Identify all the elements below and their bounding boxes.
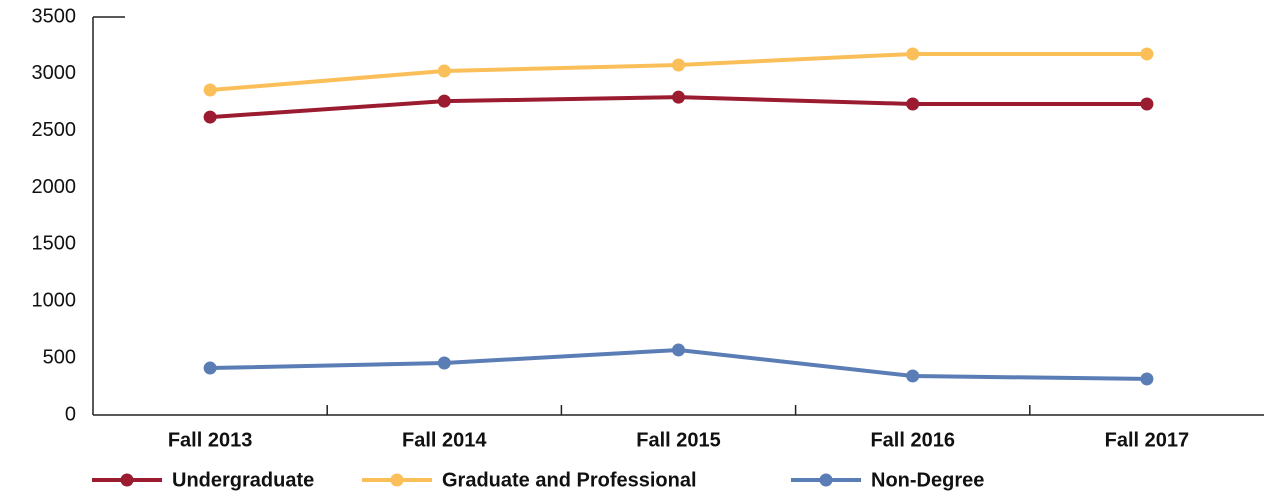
point — [203, 361, 217, 375]
point — [203, 83, 217, 97]
x-tick-label: Fall 2014 — [402, 429, 487, 451]
x-tick-label: Fall 2016 — [870, 429, 955, 451]
point — [437, 356, 451, 370]
point — [906, 97, 920, 111]
point — [672, 58, 685, 72]
y-tick-label: 1000 — [32, 290, 77, 312]
point — [672, 90, 685, 104]
y-tick-label: 1500 — [32, 233, 77, 255]
point — [1140, 47, 1154, 61]
point — [1140, 97, 1154, 111]
y-tick-label: 2000 — [32, 176, 77, 198]
point — [1140, 372, 1154, 386]
point — [437, 64, 451, 78]
point — [906, 47, 920, 61]
x-tick-label: Fall 2015 — [636, 429, 721, 451]
point — [437, 94, 451, 108]
legend-marker — [390, 473, 404, 487]
legend-label: Non-Degree — [871, 469, 984, 491]
x-tick-label: Fall 2013 — [168, 429, 253, 451]
y-tick-label: 500 — [43, 346, 76, 368]
y-tick-label: 2500 — [32, 119, 77, 141]
legend-marker — [819, 473, 833, 487]
y-tick-label: 0 — [65, 403, 76, 425]
y-tick-label: 3000 — [32, 62, 77, 84]
x-tick-label: Fall 2017 — [1105, 429, 1190, 451]
legend-marker — [120, 473, 134, 487]
point — [672, 343, 685, 357]
y-tick-label: 3500 — [32, 5, 77, 27]
point — [906, 369, 920, 383]
legend-label: Graduate and Professional — [442, 469, 697, 491]
legend-label: Undergraduate — [172, 469, 314, 491]
point — [203, 110, 217, 124]
